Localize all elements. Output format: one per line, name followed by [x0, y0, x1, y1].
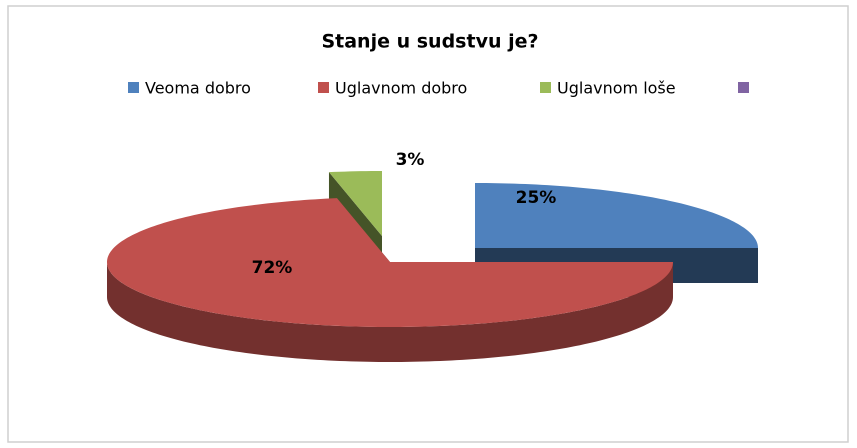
slice — [475, 183, 758, 248]
legend-label: Uglavnom loše — [557, 79, 676, 98]
legend-label: Uglavnom dobro — [335, 79, 467, 98]
slice — [107, 198, 674, 327]
slice-side — [107, 262, 673, 362]
chart-title: Stanje u sudstvu je? — [321, 31, 538, 53]
data-label: 25% — [516, 188, 557, 208]
slice-tops — [107, 171, 758, 327]
legend-swatch — [318, 82, 329, 93]
legend-swatch — [738, 82, 749, 93]
legend-label: Veoma dobro — [145, 79, 251, 98]
slice — [328, 171, 382, 236]
legend-swatch — [540, 82, 551, 93]
data-label: 72% — [252, 258, 293, 278]
legend-swatch — [128, 82, 139, 93]
data-label: 3% — [396, 150, 425, 170]
